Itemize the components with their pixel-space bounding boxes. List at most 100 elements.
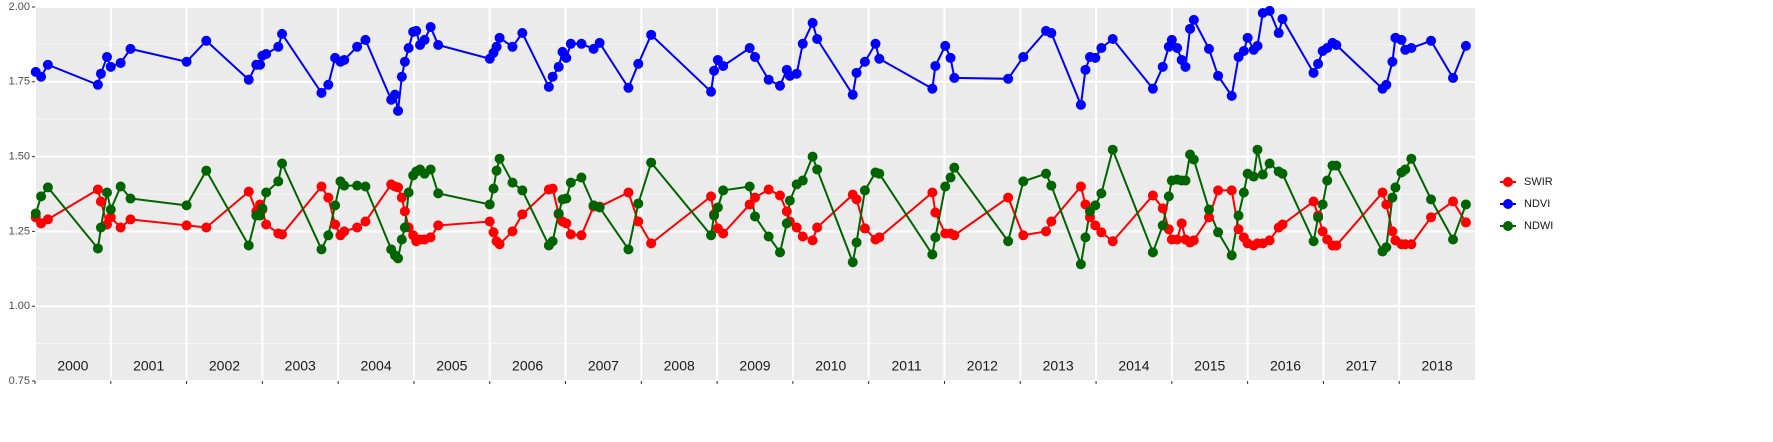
data-point	[403, 42, 414, 53]
data-point	[807, 151, 818, 162]
data-point	[393, 105, 404, 116]
data-point	[316, 87, 327, 98]
data-point	[1203, 204, 1214, 215]
data-point	[125, 214, 136, 225]
y-tick-label: 1.25	[9, 225, 30, 237]
legend-point	[1503, 221, 1513, 231]
data-point	[930, 60, 941, 71]
data-point	[930, 207, 941, 218]
data-point	[484, 199, 495, 210]
data-point	[1313, 212, 1324, 223]
data-point	[95, 68, 106, 79]
data-point	[1226, 90, 1237, 101]
data-point	[812, 164, 823, 175]
data-point	[115, 181, 126, 192]
data-point	[396, 71, 407, 82]
data-point	[1213, 227, 1224, 238]
data-point	[30, 208, 41, 219]
data-point	[1213, 70, 1224, 81]
data-point	[1046, 28, 1057, 39]
data-point	[744, 42, 755, 53]
data-point	[712, 202, 723, 213]
data-point	[1188, 14, 1199, 25]
data-point	[261, 219, 272, 230]
data-point	[517, 209, 528, 220]
x-tick-label: 2012	[967, 358, 998, 374]
data-point	[1147, 83, 1158, 94]
data-point	[870, 38, 881, 49]
x-tick-label: 2001	[133, 358, 164, 374]
data-point	[1147, 247, 1158, 258]
data-point	[396, 234, 407, 245]
data-point	[399, 206, 410, 217]
data-point	[763, 184, 774, 195]
data-point	[930, 232, 941, 243]
data-point	[1406, 42, 1417, 53]
legend: SWIR NDVI NDWI	[1500, 176, 1553, 232]
data-point	[339, 54, 350, 65]
data-point	[494, 32, 505, 43]
data-point	[1426, 35, 1437, 46]
data-point	[42, 214, 53, 225]
data-point	[1277, 13, 1288, 24]
data-point	[1448, 196, 1459, 207]
data-point	[940, 181, 951, 192]
data-point	[706, 230, 717, 241]
data-point	[494, 153, 505, 164]
data-point	[1096, 227, 1107, 238]
data-point	[433, 39, 444, 50]
data-point	[1075, 259, 1086, 270]
data-point	[565, 38, 576, 49]
data-point	[323, 192, 334, 203]
data-point	[775, 190, 786, 201]
data-point	[1107, 144, 1118, 155]
data-point	[105, 61, 116, 72]
data-point	[42, 59, 53, 70]
data-point	[42, 182, 53, 193]
data-point	[1248, 171, 1259, 182]
data-point	[243, 240, 254, 251]
data-point	[261, 187, 272, 198]
x-tick-label: 2004	[360, 358, 391, 374]
data-point	[543, 81, 554, 92]
data-point	[1075, 99, 1086, 110]
data-point	[784, 195, 795, 206]
data-point	[706, 191, 717, 202]
data-point	[949, 162, 960, 173]
data-point	[812, 34, 823, 45]
data-point	[781, 206, 792, 217]
data-point	[1003, 192, 1014, 203]
data-point	[419, 34, 430, 45]
data-point	[1331, 160, 1342, 171]
data-point	[561, 52, 572, 63]
data-point	[945, 172, 956, 183]
data-point	[744, 181, 755, 192]
data-point	[1381, 79, 1392, 90]
legend-label: NDVI	[1524, 198, 1550, 210]
legend-point	[1503, 199, 1513, 209]
y-tick-label: 2.00	[9, 1, 30, 13]
data-point	[706, 86, 717, 97]
data-point	[1406, 239, 1417, 250]
data-point	[949, 72, 960, 83]
data-point	[1460, 217, 1471, 228]
data-point	[812, 222, 823, 233]
marks	[30, 5, 1471, 270]
x-tick-label: 2017	[1346, 358, 1377, 374]
data-point	[1213, 185, 1224, 196]
data-point	[1176, 218, 1187, 229]
data-point	[261, 48, 272, 59]
data-point	[1264, 158, 1275, 169]
data-point	[874, 53, 885, 64]
data-point	[1317, 199, 1328, 210]
data-point	[1396, 34, 1407, 45]
data-point	[1166, 34, 1177, 45]
data-point	[565, 177, 576, 188]
data-point	[339, 226, 350, 237]
data-point	[273, 41, 284, 52]
data-point	[547, 71, 558, 82]
data-point	[1018, 230, 1029, 241]
x-tick-label: 2000	[57, 358, 88, 374]
data-point	[791, 222, 802, 233]
data-point	[1090, 52, 1101, 63]
